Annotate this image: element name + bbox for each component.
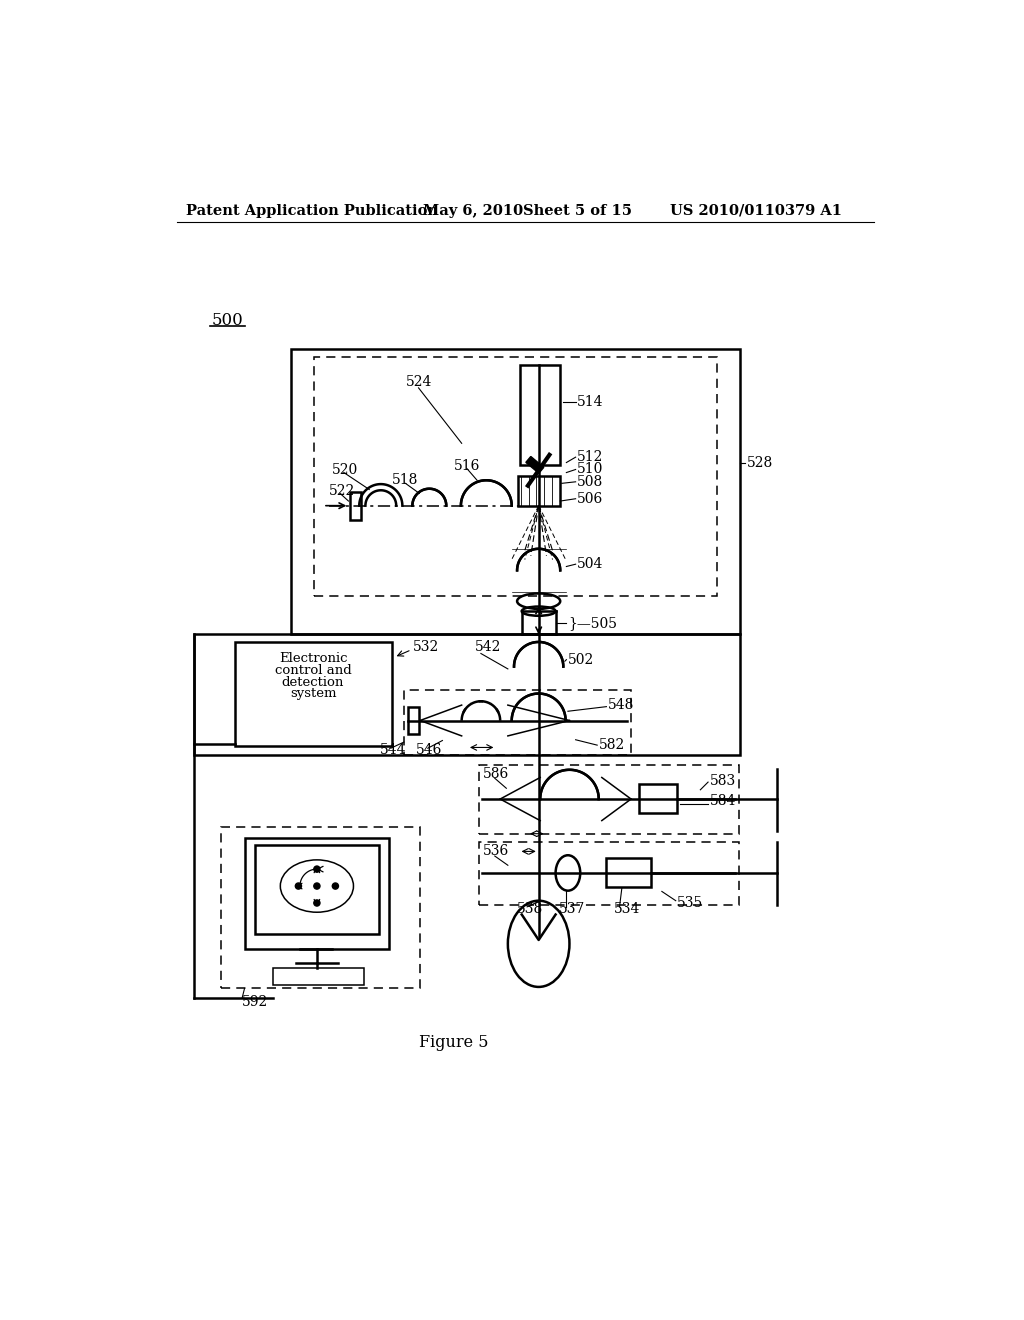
- Bar: [350, 492, 360, 520]
- Text: 538: 538: [517, 902, 544, 916]
- Text: 592: 592: [243, 994, 268, 1008]
- Text: 546: 546: [416, 743, 441, 756]
- Bar: [234, 642, 392, 746]
- Text: US 2010/0110379 A1: US 2010/0110379 A1: [670, 203, 842, 218]
- Text: 500: 500: [211, 312, 243, 329]
- Text: 536: 536: [483, 845, 510, 858]
- Text: 534: 534: [614, 902, 640, 916]
- Text: Figure 5: Figure 5: [419, 1034, 488, 1051]
- Bar: [606, 858, 651, 887]
- Circle shape: [313, 900, 319, 906]
- Text: 582: 582: [599, 738, 625, 752]
- Text: system: system: [290, 686, 336, 700]
- Text: 508: 508: [578, 475, 603, 488]
- Text: }—505: }—505: [568, 615, 616, 630]
- Bar: [245, 838, 389, 949]
- Text: 537: 537: [559, 902, 585, 916]
- Text: 584: 584: [710, 795, 736, 808]
- Bar: [291, 350, 740, 635]
- Text: 535: 535: [677, 896, 703, 909]
- Text: 522: 522: [330, 484, 355, 498]
- Bar: [478, 766, 739, 834]
- Bar: [520, 364, 560, 465]
- Text: 548: 548: [608, 698, 634, 711]
- Bar: [639, 784, 677, 813]
- Text: 506: 506: [578, 492, 603, 506]
- Circle shape: [313, 883, 319, 890]
- Circle shape: [333, 883, 339, 890]
- Bar: [478, 842, 739, 906]
- Circle shape: [295, 883, 301, 890]
- Text: 542: 542: [475, 640, 501, 655]
- Bar: [221, 826, 420, 989]
- Bar: [518, 477, 560, 506]
- Text: 528: 528: [746, 455, 773, 470]
- Text: detection: detection: [282, 676, 344, 689]
- Text: 502: 502: [568, 652, 594, 667]
- Bar: [194, 635, 740, 755]
- Text: Patent Application Publication: Patent Application Publication: [186, 203, 438, 218]
- Text: 586: 586: [483, 767, 510, 781]
- Bar: [403, 689, 631, 755]
- Bar: [408, 706, 419, 734]
- Text: 518: 518: [392, 474, 419, 487]
- Text: 524: 524: [407, 375, 432, 388]
- Text: 544: 544: [380, 743, 407, 756]
- Text: 520: 520: [333, 463, 358, 478]
- Text: 532: 532: [413, 640, 439, 655]
- Text: Electronic: Electronic: [279, 652, 347, 665]
- Text: 583: 583: [710, 774, 736, 788]
- Text: Sheet 5 of 15: Sheet 5 of 15: [523, 203, 632, 218]
- Circle shape: [313, 866, 319, 873]
- Bar: [273, 969, 364, 985]
- Bar: [313, 358, 717, 595]
- Bar: [255, 845, 379, 933]
- Text: 504: 504: [578, 557, 603, 572]
- Text: 512: 512: [578, 450, 603, 465]
- Polygon shape: [526, 457, 544, 474]
- Text: 516: 516: [454, 459, 480, 474]
- Text: May 6, 2010: May 6, 2010: [423, 203, 523, 218]
- Text: 514: 514: [578, 395, 604, 409]
- Text: 510: 510: [578, 462, 603, 477]
- Text: control and: control and: [274, 664, 351, 677]
